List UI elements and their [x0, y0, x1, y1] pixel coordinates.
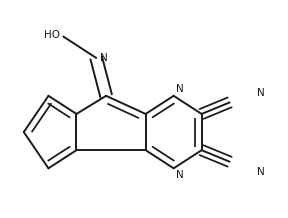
Text: N: N — [100, 53, 108, 63]
Text: N: N — [257, 88, 265, 97]
Text: N: N — [176, 170, 184, 180]
Text: HO: HO — [44, 30, 60, 40]
Text: N: N — [257, 167, 265, 177]
Text: N: N — [176, 84, 184, 94]
